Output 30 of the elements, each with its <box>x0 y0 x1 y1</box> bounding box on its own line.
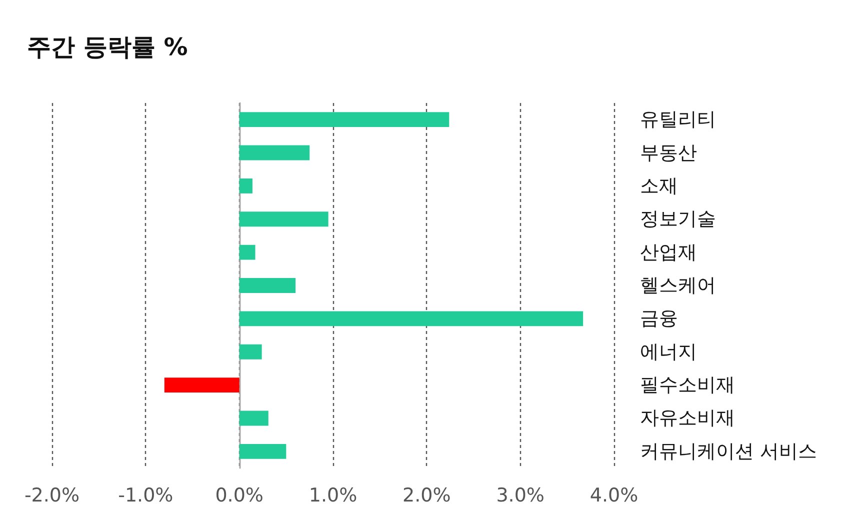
x-tick-label: 4.0% <box>590 484 638 506</box>
bar <box>239 244 256 260</box>
y-tick-label: 필수소비재 <box>640 374 735 396</box>
y-tick-label: 금융 <box>640 308 678 330</box>
y-tick-label: 자유소비재 <box>640 407 735 430</box>
x-tick-label: -1.0% <box>118 484 174 506</box>
x-tick-label: -2.0% <box>24 484 80 506</box>
x-tick-label: 1.0% <box>308 484 358 506</box>
bar <box>239 112 450 128</box>
x-tick-label: 3.0% <box>496 484 544 506</box>
y-tick-label: 유틸리티 <box>640 108 716 131</box>
bar <box>239 410 268 426</box>
y-tick-label: 정보기술 <box>640 208 716 230</box>
y-tick-label: 헬스케어 <box>640 274 716 296</box>
y-tick-label: 소재 <box>640 174 678 197</box>
y-tick-label: 부동산 <box>640 142 697 164</box>
bar <box>239 311 584 326</box>
bar <box>164 378 240 393</box>
bar <box>239 444 286 459</box>
bar <box>239 178 252 194</box>
x-tick-label: 0.0% <box>215 484 264 506</box>
bar <box>239 212 328 227</box>
bar <box>239 145 310 160</box>
bar <box>239 278 296 293</box>
x-tick-label: 2.0% <box>402 484 451 506</box>
bar <box>239 344 262 360</box>
y-tick-label: 산업재 <box>640 241 697 264</box>
y-tick-label: 커뮤니케이션 서비스 <box>640 440 818 462</box>
y-tick-label: 에너지 <box>640 340 697 363</box>
chart-title: 주간 등락률 % <box>27 33 188 61</box>
